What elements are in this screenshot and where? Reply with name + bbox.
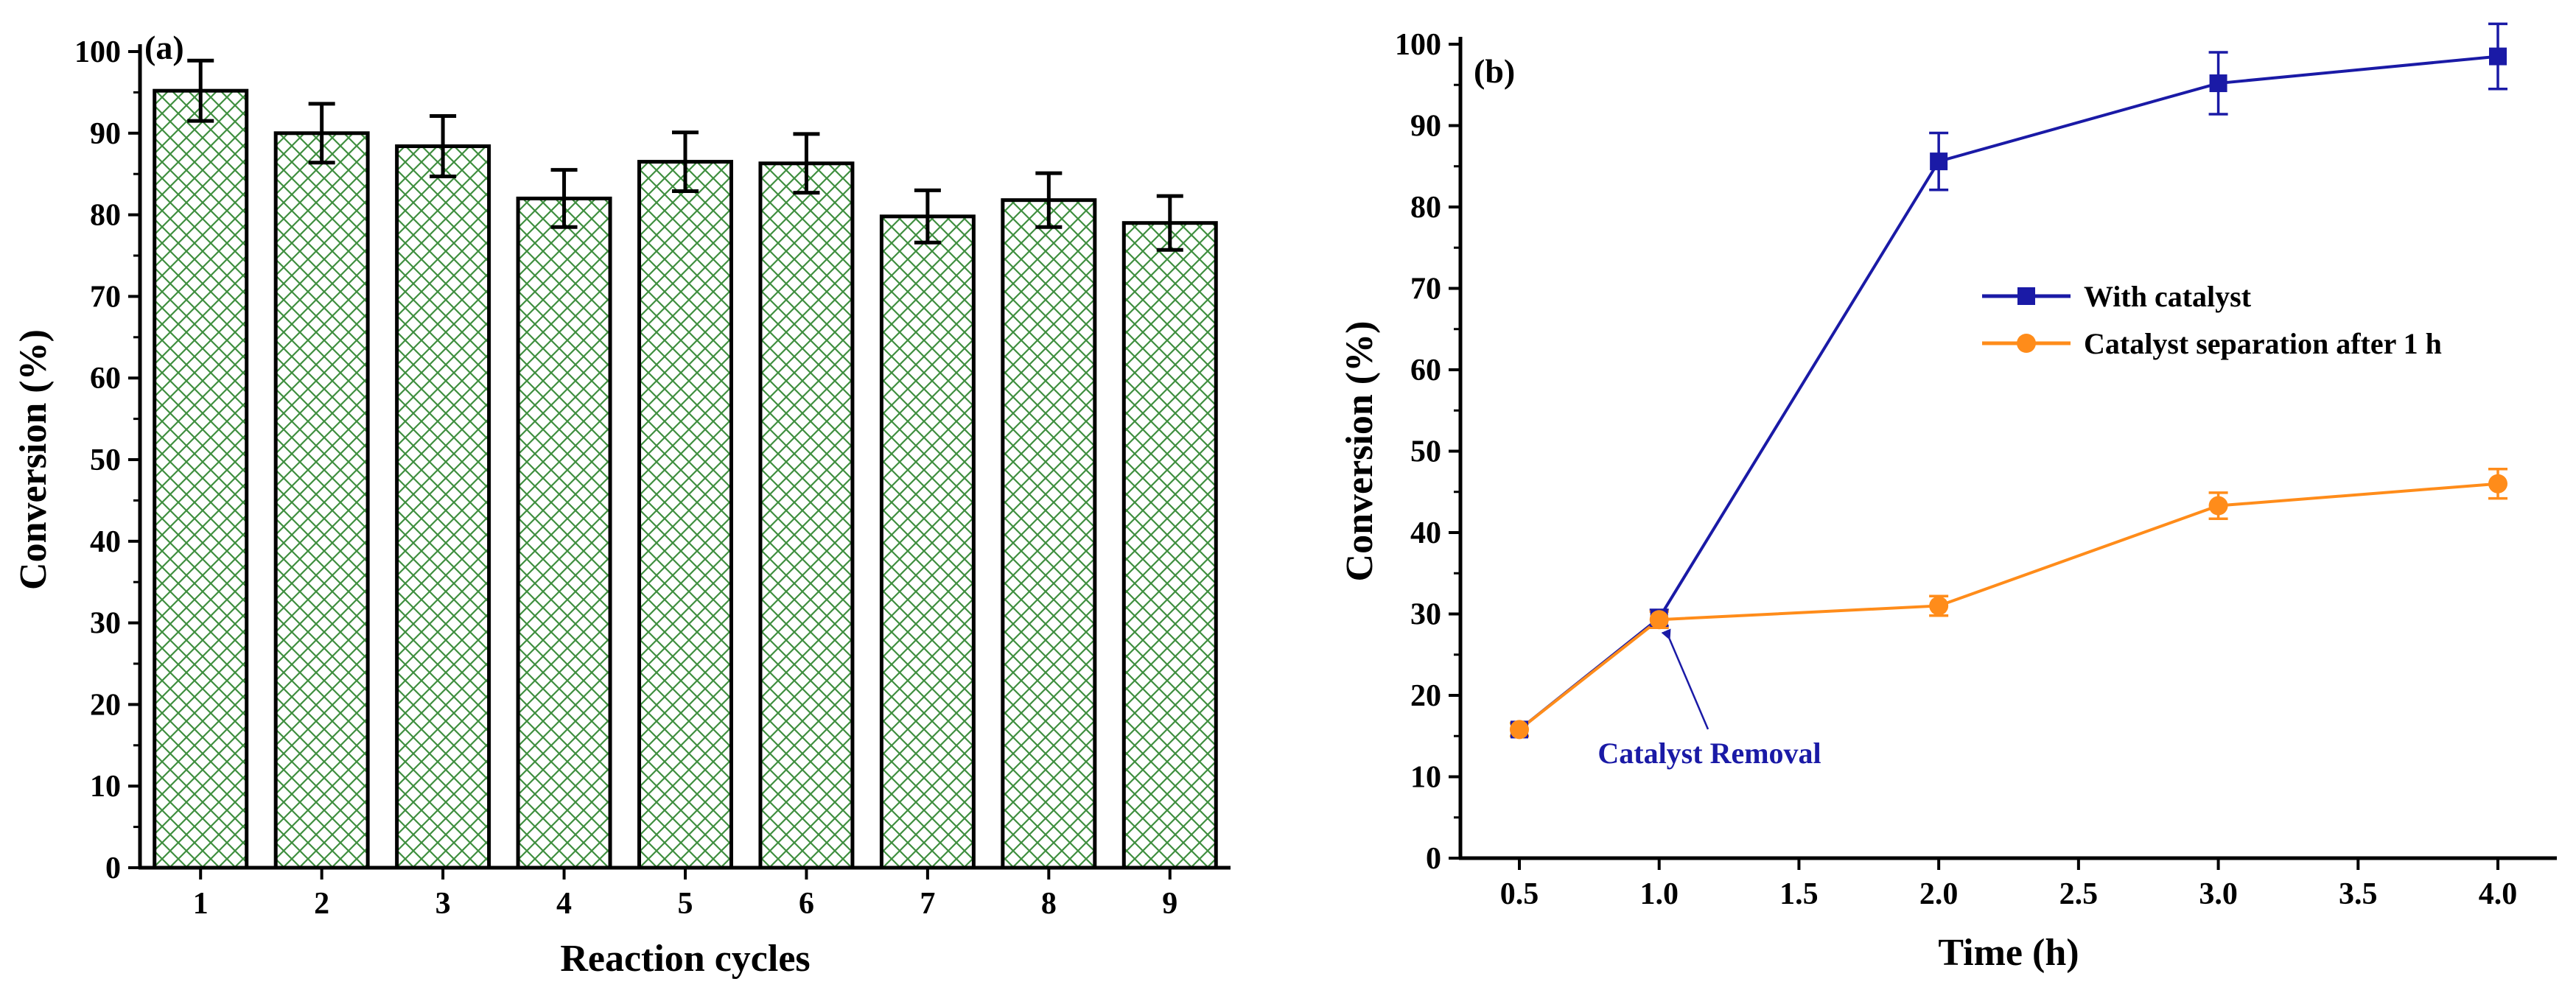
x-tick-label: 2.5 xyxy=(2059,877,2099,911)
y-tick-label: 40 xyxy=(1410,516,1441,550)
bar-cycle-8 xyxy=(1001,198,1097,870)
y-tick-label: 30 xyxy=(90,607,121,641)
y-tick-label: 100 xyxy=(74,35,121,69)
y-tick-label: 80 xyxy=(1410,191,1441,225)
catalyst-removal-annotation: Catalyst Removal xyxy=(1597,737,1821,770)
square-marker-3.0 xyxy=(2209,74,2227,93)
y-tick-label: 0 xyxy=(1426,842,1441,876)
chart-b-y-axis-label: Conversion (%) xyxy=(1339,321,1381,582)
x-tick-label: 3 xyxy=(435,887,451,921)
x-tick-label: 1.0 xyxy=(1639,877,1679,911)
square-marker-2.0 xyxy=(1930,152,1948,171)
y-tick-label: 0 xyxy=(105,852,121,885)
y-tick-label: 20 xyxy=(1410,679,1441,713)
bar-cycle-2 xyxy=(273,131,370,870)
circle-marker-0.5 xyxy=(1510,720,1529,740)
bar-cycle-1 xyxy=(153,88,249,870)
x-tick-label: 6 xyxy=(799,887,814,921)
chart-a-bar: 0 10 20 30 40 50 60 70 80 90 100 1 2 3 4 5 6 7 8 9 (a) Rea… xyxy=(13,29,1231,980)
y-tick-label: 100 xyxy=(1395,28,1441,62)
x-tick-label: 7 xyxy=(920,887,935,921)
y-tick-label: 60 xyxy=(1410,354,1441,387)
y-tick-label: 30 xyxy=(1410,598,1441,632)
circle-marker-1.0 xyxy=(1649,610,1669,630)
bar-cycle-5 xyxy=(637,160,733,870)
chart-a-x-axis-label: Reaction cycles xyxy=(560,938,810,980)
circle-marker-4.0 xyxy=(2488,474,2507,494)
y-tick-label: 90 xyxy=(1410,110,1441,144)
catalyst-removal-arrow xyxy=(1661,628,1709,730)
bar-cycle-9 xyxy=(1121,221,1218,870)
x-tick-label: 4.0 xyxy=(2479,877,2518,911)
chart-b-x-axis-label: Time (h) xyxy=(1938,932,2079,974)
circle-marker-2.0 xyxy=(1929,596,1949,616)
x-tick-label: 2 xyxy=(314,887,329,921)
square-marker-4.0 xyxy=(2489,47,2507,66)
legend-square-marker-icon xyxy=(2017,287,2035,305)
y-tick-label: 40 xyxy=(90,525,121,559)
x-tick-label: 4 xyxy=(556,887,572,921)
y-tick-label: 80 xyxy=(90,199,121,233)
y-tick-label: 70 xyxy=(1410,273,1441,306)
x-tick-label: 5 xyxy=(678,887,693,921)
x-tick-label: 9 xyxy=(1162,887,1177,921)
y-tick-label: 60 xyxy=(90,362,121,396)
x-tick-label: 1 xyxy=(193,887,209,921)
chart-a-panel-label: (a) xyxy=(144,29,184,66)
bar-cycle-6 xyxy=(758,161,855,870)
bar-cycle-7 xyxy=(879,214,976,870)
x-tick-label: 1.5 xyxy=(1779,877,1819,911)
y-tick-label: 20 xyxy=(90,688,121,722)
circle-marker-3.0 xyxy=(2208,496,2228,516)
x-tick-label: 0.5 xyxy=(1500,877,1539,911)
chart-b-panel-label: (b) xyxy=(1474,52,1515,90)
bar-cycle-4 xyxy=(516,196,612,870)
chart-b-line: 0 10 20 30 40 50 60 70 80 90 100 0.5 1.0 1.5 2.0 2.5 3.… xyxy=(1339,22,2557,974)
legend-circle-marker-icon xyxy=(2017,334,2036,353)
y-tick-label: 50 xyxy=(90,443,121,477)
legend-with-catalyst-label: With catalyst xyxy=(2084,280,2252,313)
x-tick-label: 8 xyxy=(1041,887,1057,921)
y-tick-label: 10 xyxy=(1410,761,1441,795)
y-tick-label: 50 xyxy=(1410,435,1441,469)
chart-a-y-axis-label: Conversion (%) xyxy=(13,329,55,590)
x-tick-label: 3.5 xyxy=(2339,877,2378,911)
x-tick-label: 3.0 xyxy=(2199,877,2238,911)
x-tick-label: 2.0 xyxy=(1919,877,1959,911)
chart-b-legend: With catalyst Catalyst separation after … xyxy=(1982,280,2442,360)
y-tick-label: 90 xyxy=(90,117,121,151)
legend-catalyst-separation-label: Catalyst separation after 1 h xyxy=(2084,327,2442,360)
y-tick-label: 10 xyxy=(90,770,121,804)
y-tick-label: 70 xyxy=(90,280,121,314)
bar-cycle-3 xyxy=(395,144,491,870)
